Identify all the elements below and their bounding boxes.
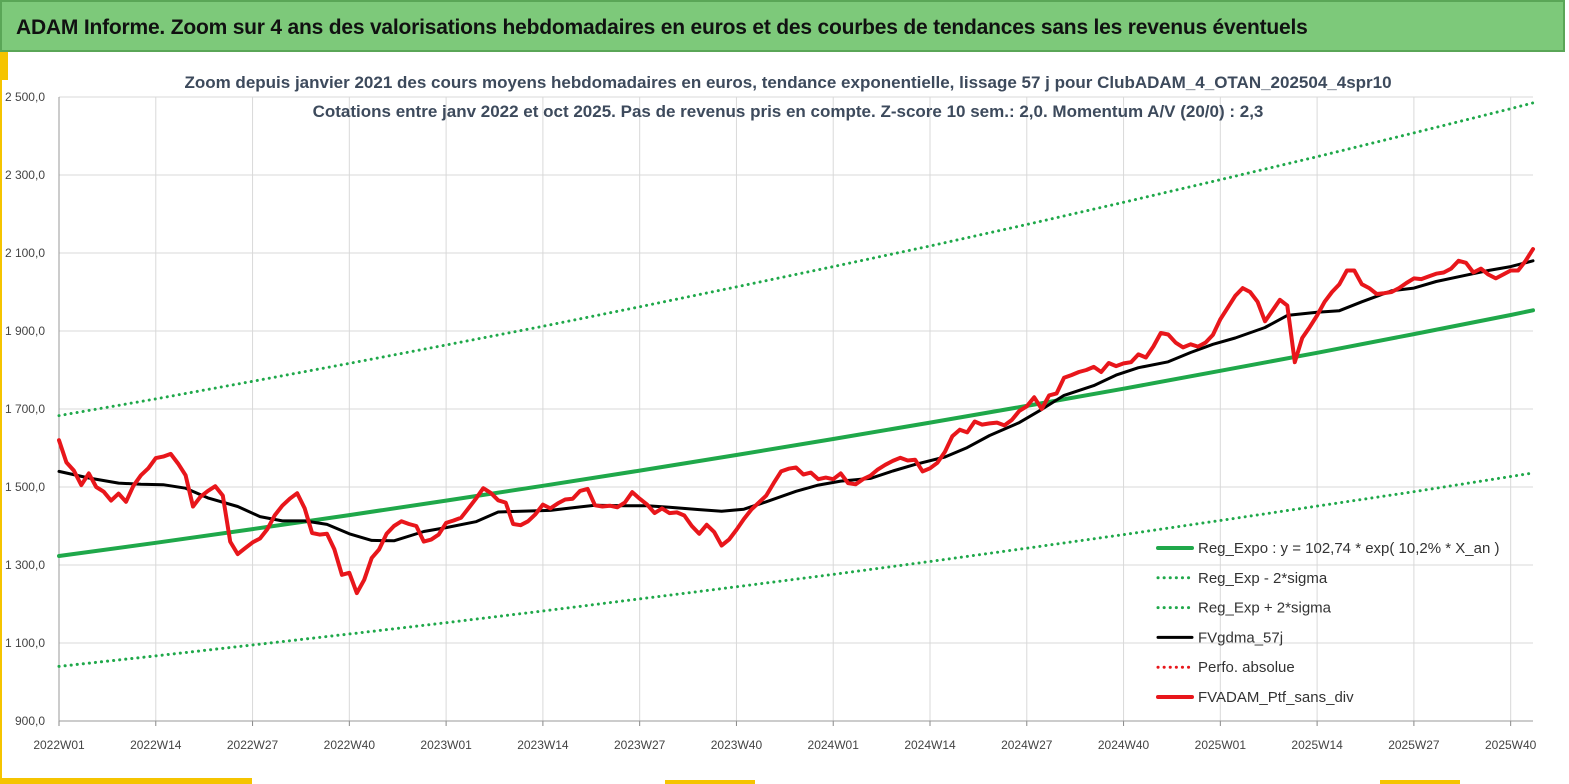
x-tick-label: 2025W40: [1485, 738, 1537, 752]
x-tick-label: 2022W40: [324, 738, 376, 752]
accent-bar-bottom-mid: [665, 780, 755, 784]
legend-entry: Reg_Exp - 2*sigma: [1198, 570, 1328, 587]
series-line-reg_exp: [57, 471, 1535, 668]
legend-entry: Perfo. absolue: [1198, 659, 1295, 676]
x-tick-label: 2025W14: [1291, 738, 1343, 752]
chart-frame: [0, 52, 1567, 780]
y-tick-label: 1 100,0: [5, 636, 45, 650]
legend-entry: Reg_Exp + 2*sigma: [1198, 600, 1332, 617]
y-tick-label: 2 100,0: [5, 246, 45, 260]
series: [57, 101, 1535, 668]
y-tick-label: 1 700,0: [5, 402, 45, 416]
x-tick-label: 2023W40: [711, 738, 763, 752]
x-tick-label: 2023W01: [420, 738, 472, 752]
y-tick-label: 2 300,0: [5, 168, 45, 182]
series-line-reg_expo: [57, 308, 1535, 558]
x-tick-label: 2023W27: [614, 738, 666, 752]
chart-title: Zoom depuis janvier 2021 des cours moyen…: [184, 73, 1391, 92]
x-tick-label: 2023W14: [517, 738, 569, 752]
legend-entry: Reg_Expo : y = 102,74 * exp( 10,2% * X_a…: [1198, 540, 1499, 557]
grid: [58, 96, 1533, 722]
title-banner: ADAM Informe. Zoom sur 4 ans des valoris…: [0, 0, 1565, 52]
x-tick-label: 2022W14: [130, 738, 182, 752]
x-tick-label: 2024W14: [904, 738, 956, 752]
chart-subtitle: Cotations entre janv 2022 et oct 2025. P…: [313, 102, 1264, 121]
x-tick-label: 2022W27: [227, 738, 279, 752]
legend-entry: FVgdma_57j: [1198, 629, 1283, 646]
legend: Reg_Expo : y = 102,74 * exp( 10,2% * X_a…: [1156, 540, 1499, 706]
series-line-fvgdma_57j: [57, 259, 1535, 543]
y-tick-label: 2 500,0: [5, 90, 45, 104]
x-tick-label: 2022W01: [33, 738, 85, 752]
x-tick-label: 2025W01: [1195, 738, 1247, 752]
x-tick-label: 2025W27: [1388, 738, 1440, 752]
y-tick-label: 900,0: [15, 714, 45, 728]
banner-title: ADAM Informe. Zoom sur 4 ans des valoris…: [16, 16, 1308, 39]
x-tick-label: 2024W40: [1098, 738, 1150, 752]
x-tick-label: 2024W01: [808, 738, 860, 752]
axes: 900,0 1 100,0 1 300,0 1 500,0 1 700,0 1 900,0…: [5, 90, 1537, 752]
legend-entry: FVADAM_Ptf_sans_div: [1198, 689, 1354, 706]
y-tick-label: 1 900,0: [5, 324, 45, 338]
accent-bar-top: [0, 52, 8, 80]
accent-bar-bottom: [0, 778, 252, 784]
accent-bar-bottom-right: [1380, 780, 1460, 784]
series-line-reg_exp: [57, 101, 1535, 418]
x-tick-label: 2024W27: [1001, 738, 1053, 752]
series-line-fvadam_ptf_sans_div: [57, 247, 1535, 596]
y-tick-label: 1 300,0: [5, 558, 45, 572]
y-tick-label: 1 500,0: [5, 480, 45, 494]
